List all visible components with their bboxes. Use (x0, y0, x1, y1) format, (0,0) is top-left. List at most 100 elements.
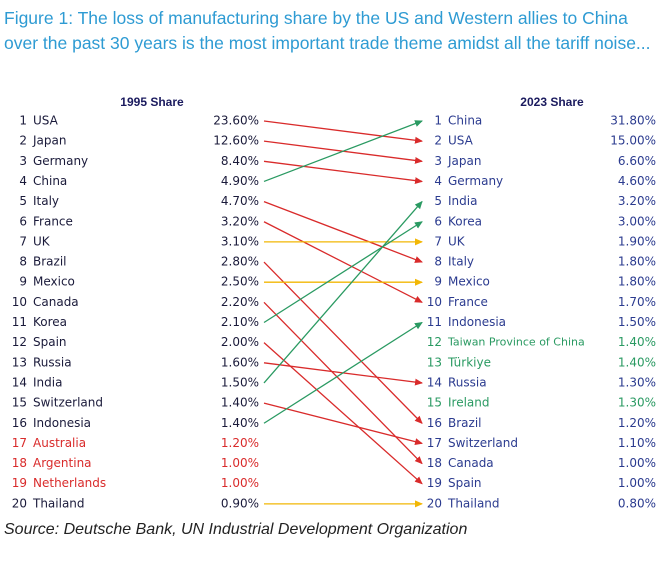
source-note: Source: Deutsche Bank, UN Industrial Dev… (4, 521, 468, 538)
right-country: Ireland (448, 396, 490, 410)
left-country: Argentina (33, 456, 92, 470)
right-country: Russia (448, 375, 487, 389)
right-rank: 20 (427, 496, 442, 510)
right-country: Japan (447, 154, 481, 168)
left-country: USA (33, 114, 59, 128)
left-rank: 16 (12, 416, 27, 430)
left-rank: 6 (19, 214, 27, 228)
left-value: 2.20% (221, 295, 259, 309)
rank-arrow (263, 200, 423, 384)
left-value: 8.40% (221, 154, 259, 168)
rank-arrow (263, 200, 423, 263)
right-rank: 17 (427, 436, 442, 450)
right-country: Canada (448, 456, 494, 470)
left-country: Australia (33, 436, 86, 450)
right-value: 3.00% (618, 214, 656, 228)
right-rank: 1 (434, 114, 442, 128)
right-rank: 2 (434, 134, 442, 148)
rank-arrow (263, 221, 423, 303)
right-value: 1.30% (618, 396, 656, 410)
right-country: Taiwan Province of China (447, 336, 585, 349)
rank-arrow (263, 261, 423, 424)
left-rank: 19 (12, 476, 27, 490)
right-country: Spain (448, 476, 482, 490)
left-country: Indonesia (33, 416, 91, 430)
right-rank: 12 (427, 335, 442, 349)
left-value: 23.60% (213, 114, 259, 128)
left-value: 12.60% (213, 134, 259, 148)
left-country: Netherlands (33, 476, 106, 490)
right-country: Brazil (448, 416, 482, 430)
left-value: 2.50% (221, 275, 259, 289)
figure-title: Figure 1: The loss of manufacturing shar… (4, 8, 651, 53)
right-value: 31.80% (610, 114, 656, 128)
rank-arrow (263, 221, 423, 324)
left-value: 3.20% (221, 214, 259, 228)
right-value: 0.80% (618, 496, 656, 510)
right-country: Germany (448, 174, 503, 188)
left-rank: 1 (19, 114, 27, 128)
right-value: 1.40% (618, 355, 656, 369)
left-rank: 18 (12, 456, 27, 470)
right-rank: 9 (434, 275, 442, 289)
left-value: 1.40% (221, 396, 259, 410)
left-value: 1.20% (221, 436, 259, 450)
right-rank: 16 (427, 416, 442, 430)
right-country: Italy (448, 255, 474, 269)
left-header: 1995 Share (120, 95, 184, 109)
left-value: 1.00% (221, 456, 259, 470)
right-value: 1.10% (618, 436, 656, 450)
right-value: 1.20% (618, 416, 656, 430)
left-rank: 3 (19, 154, 27, 168)
right-rank: 14 (427, 375, 442, 389)
rank-arrow (263, 160, 423, 185)
left-value: 1.50% (221, 375, 259, 389)
right-country: USA (448, 134, 474, 148)
right-value: 1.70% (618, 295, 656, 309)
right-value: 15.00% (610, 134, 656, 148)
right-rank: 11 (427, 315, 442, 329)
left-value: 3.10% (221, 234, 259, 248)
left-country: Brazil (33, 255, 67, 269)
left-value: 0.90% (221, 496, 259, 510)
right-value: 1.00% (618, 456, 656, 470)
right-value: 1.80% (618, 275, 656, 289)
left-rank: 10 (12, 295, 27, 309)
right-value: 3.20% (618, 194, 656, 208)
left-rows: 1 USA 23.60% 2 Japan 12.60% 3 Germany 8.40% 4 Chin… (12, 114, 259, 511)
right-value: 1.00% (618, 476, 656, 490)
right-country: China (448, 114, 482, 128)
left-value: 2.10% (221, 315, 259, 329)
rank-arrow (263, 120, 423, 183)
right-rank: 5 (434, 194, 442, 208)
right-country: Indonesia (448, 315, 506, 329)
right-country: Türkiye (447, 355, 491, 369)
left-country: Switzerland (33, 396, 103, 410)
right-value: 1.40% (618, 335, 656, 349)
rank-arrow (263, 301, 423, 465)
right-rank: 3 (434, 154, 442, 168)
right-value: 1.50% (618, 315, 656, 329)
left-value: 1.60% (221, 355, 259, 369)
left-rank: 14 (12, 375, 27, 389)
right-country: India (448, 194, 477, 208)
right-value: 6.60% (618, 154, 656, 168)
right-value: 4.60% (618, 174, 656, 188)
right-value: 1.30% (618, 375, 656, 389)
left-country: France (33, 214, 73, 228)
left-country: Mexico (33, 275, 75, 289)
left-value: 4.90% (221, 174, 259, 188)
left-rank: 8 (19, 255, 27, 269)
right-rows: 1 China 31.80% 2 USA 15.00% 3 Japan 6.60% 4 German… (427, 114, 656, 511)
left-value: 2.00% (221, 335, 259, 349)
left-country: Japan (32, 134, 66, 148)
arrows-group (263, 120, 423, 508)
right-rank: 19 (427, 476, 442, 490)
left-value: 2.80% (221, 255, 259, 269)
right-country: Switzerland (448, 436, 518, 450)
right-rank: 13 (427, 355, 442, 369)
left-rank: 4 (19, 174, 27, 188)
right-value: 1.80% (618, 255, 656, 269)
left-country: Canada (33, 295, 79, 309)
right-rank: 8 (434, 255, 442, 269)
